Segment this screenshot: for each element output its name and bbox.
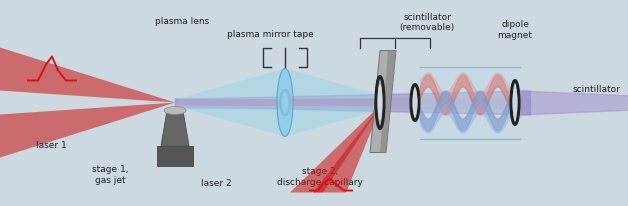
Ellipse shape: [413, 90, 418, 116]
Text: plasma mirror tape: plasma mirror tape: [227, 29, 313, 39]
Text: stage 2,
discharge capillary: stage 2, discharge capillary: [278, 166, 363, 186]
Text: laser 2: laser 2: [202, 178, 232, 187]
Text: scintillator
(removable): scintillator (removable): [399, 13, 455, 32]
Polygon shape: [0, 48, 175, 103]
Polygon shape: [175, 106, 392, 137]
Polygon shape: [370, 51, 396, 153]
Ellipse shape: [164, 107, 186, 115]
Text: plasma lens: plasma lens: [155, 17, 209, 26]
Polygon shape: [277, 69, 293, 137]
Polygon shape: [161, 111, 189, 146]
Text: laser 1: laser 1: [36, 141, 67, 150]
Polygon shape: [175, 69, 392, 100]
Ellipse shape: [377, 85, 382, 121]
Ellipse shape: [282, 93, 288, 113]
Ellipse shape: [280, 90, 290, 116]
Text: scintillator: scintillator: [573, 84, 620, 93]
Polygon shape: [290, 103, 383, 193]
Polygon shape: [313, 103, 383, 193]
Polygon shape: [380, 51, 396, 153]
Polygon shape: [0, 103, 175, 158]
Text: dipole
magnet: dipole magnet: [497, 20, 533, 40]
Text: stage 1,
gas jet: stage 1, gas jet: [92, 164, 128, 184]
Polygon shape: [157, 146, 193, 166]
Ellipse shape: [512, 88, 517, 118]
